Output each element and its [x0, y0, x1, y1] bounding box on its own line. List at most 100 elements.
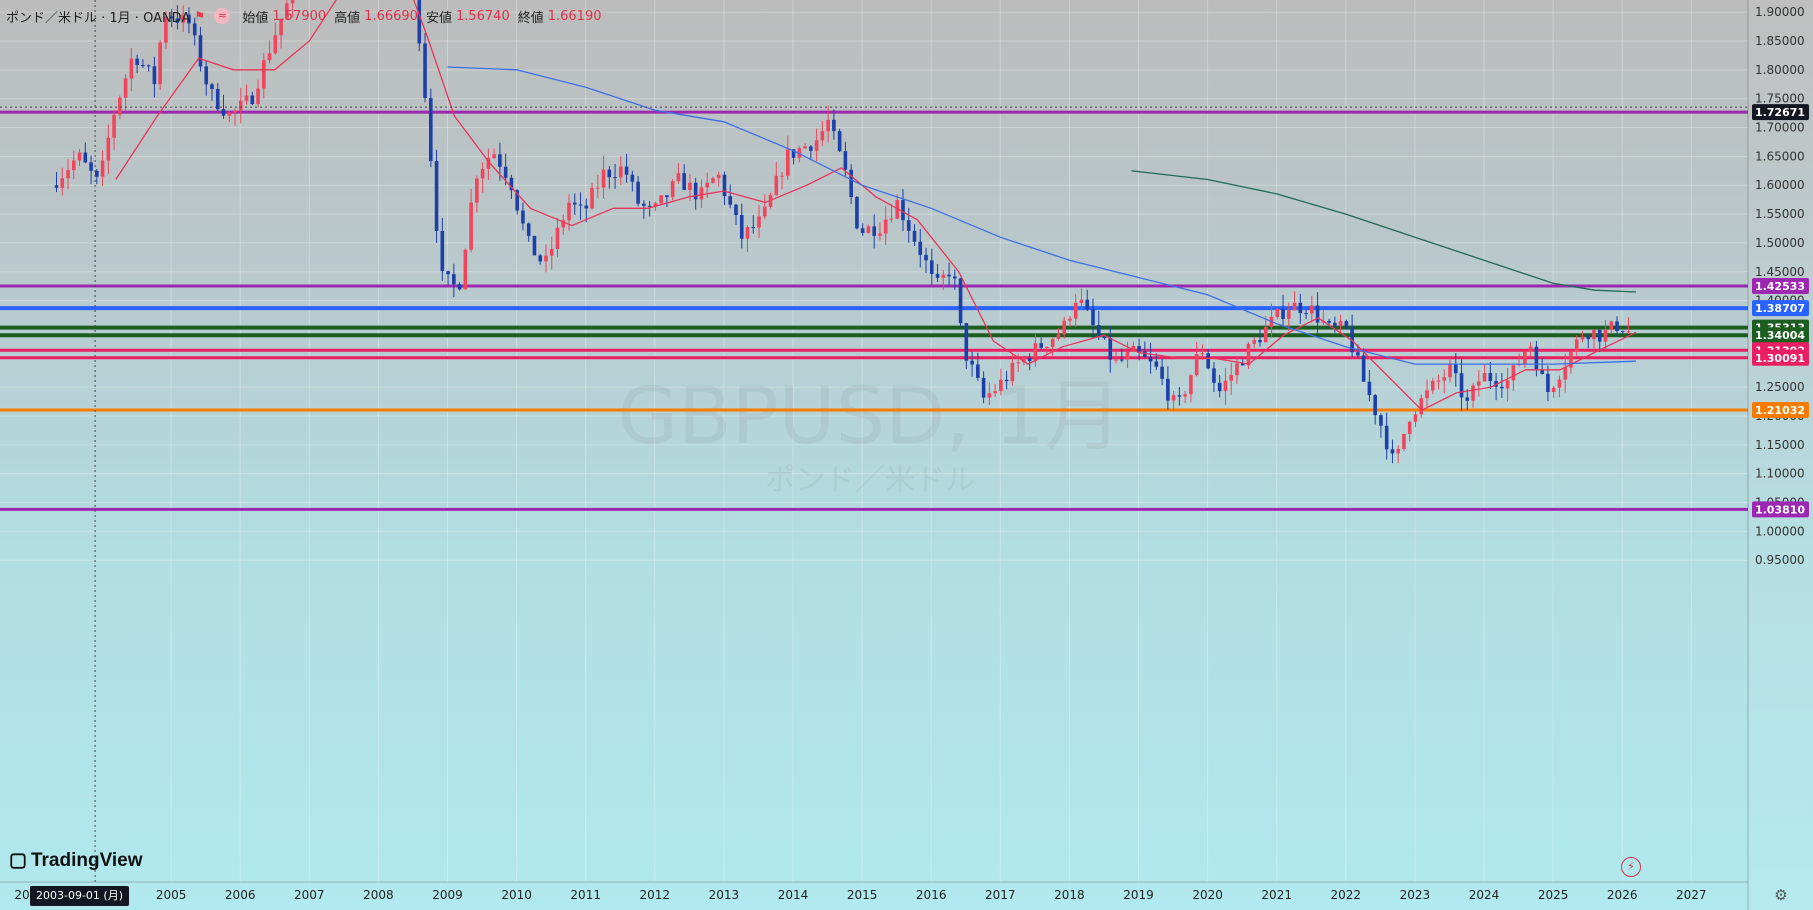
candle-body: [1062, 320, 1067, 335]
symbol-title[interactable]: ポンド／米ドル · 1月 · OANDA: [6, 10, 191, 26]
logo-text: TradingView: [30, 849, 143, 871]
candle-body: [181, 14, 185, 23]
gear-icon[interactable]: ⚙: [1774, 886, 1788, 904]
lightning-icon[interactable]: ⚡: [1621, 857, 1641, 877]
candle-body: [1183, 394, 1187, 397]
candle-body: [1333, 322, 1337, 327]
time-tick-label: 2006: [225, 888, 256, 902]
candle-body: [1367, 381, 1372, 396]
price-tag-label: 1.30091: [1755, 352, 1805, 365]
candle-body: [1010, 362, 1015, 382]
price-tick-label: 1.15000: [1755, 438, 1805, 452]
candle-body: [164, 16, 168, 43]
candle-body: [912, 230, 917, 242]
candle-body: [169, 16, 174, 19]
candle-body: [595, 187, 600, 189]
time-tick-label: 2014: [778, 888, 809, 902]
candle-body: [866, 226, 871, 233]
candle-body: [187, 14, 191, 24]
candle-body: [1471, 385, 1475, 401]
candle-body: [1505, 380, 1510, 389]
price-tag-label: 1.38707: [1755, 302, 1805, 315]
candle-body: [1096, 325, 1101, 336]
candle-body: [1045, 346, 1049, 348]
price-tick-label: 1.10000: [1755, 467, 1805, 481]
candle-body: [981, 377, 986, 398]
candle-body: [1396, 449, 1401, 454]
candle-body: [826, 119, 830, 132]
candle-body: [1609, 321, 1614, 330]
price-tag-bg: [1752, 501, 1809, 518]
candle-body: [728, 196, 733, 205]
candle-body: [118, 97, 122, 115]
tradingview-logo[interactable]: ▢ TradingView: [9, 849, 143, 872]
candle-body: [1425, 390, 1429, 399]
horizontal-lines[interactable]: [0, 0, 1748, 511]
candle-body: [1528, 346, 1533, 352]
candle-body: [538, 255, 543, 262]
flag-icon[interactable]: ⚑: [194, 9, 206, 23]
candle-body: [1453, 363, 1458, 374]
candle-body: [555, 227, 560, 249]
candle-body: [204, 66, 209, 85]
price-tick-label: 1.25000: [1755, 380, 1805, 394]
candle-body: [1212, 368, 1216, 383]
candle-body: [83, 152, 88, 163]
candle-body: [515, 190, 519, 211]
candle-body: [762, 206, 767, 217]
time-tick-label: 2026: [1607, 888, 1638, 902]
candle-body: [751, 227, 756, 229]
candle-body: [1143, 351, 1147, 357]
time-tick-label: 2013: [709, 888, 740, 902]
candle-body: [693, 182, 698, 200]
candle-body: [1540, 370, 1544, 374]
candle-body: [509, 177, 514, 191]
candle-body: [463, 249, 468, 290]
candle-body: [106, 137, 111, 161]
candle-body: [797, 148, 802, 158]
candle-body: [1356, 352, 1360, 356]
candle-body: [1120, 359, 1124, 361]
candle-body: [883, 219, 888, 234]
candle-body: [250, 95, 255, 105]
time-tick-label: 2025: [1538, 888, 1569, 902]
candle-body: [561, 220, 566, 228]
candle-body: [77, 152, 82, 161]
candle-body: [112, 114, 116, 138]
candle-body: [1200, 353, 1205, 355]
candle-body: [1586, 336, 1591, 340]
candle-body: [1073, 302, 1078, 319]
candle-body: [1246, 343, 1251, 366]
candle-body: [1114, 359, 1118, 361]
price-tags: 2.116331.726711.425331.387071.353131.340…: [1752, 104, 1809, 518]
price-tick-label: 1.90000: [1755, 5, 1805, 19]
candle-body: [1240, 363, 1245, 366]
candle-body: [549, 248, 554, 256]
candle-body: [711, 178, 715, 183]
candle-body: [745, 227, 750, 239]
candle-body: [820, 131, 825, 141]
candle-body: [71, 160, 76, 171]
candle-body: [526, 223, 531, 236]
time-tick-label: 2009: [432, 888, 463, 902]
price-tag-label: 1.34004: [1755, 329, 1805, 342]
candle-body: [480, 168, 485, 179]
candle-body: [1154, 361, 1159, 367]
candle-body: [521, 210, 525, 224]
candle-body: [1419, 398, 1424, 415]
candle-body: [1286, 310, 1291, 319]
candle-body: [233, 110, 237, 113]
candle-body: [814, 140, 819, 151]
price-tick-label: 1.55000: [1755, 207, 1805, 221]
candle-body: [1442, 377, 1447, 381]
candle-body: [860, 228, 865, 233]
price-tag-label: 1.42533: [1755, 280, 1805, 293]
candle-body: [613, 177, 617, 179]
low-value: 1.56740: [455, 8, 510, 24]
candle-body: [1620, 331, 1625, 333]
candle-body: [688, 182, 692, 190]
close-value: 1.66190: [547, 8, 602, 24]
candle-body: [1500, 386, 1504, 389]
candle-body: [1546, 373, 1550, 392]
